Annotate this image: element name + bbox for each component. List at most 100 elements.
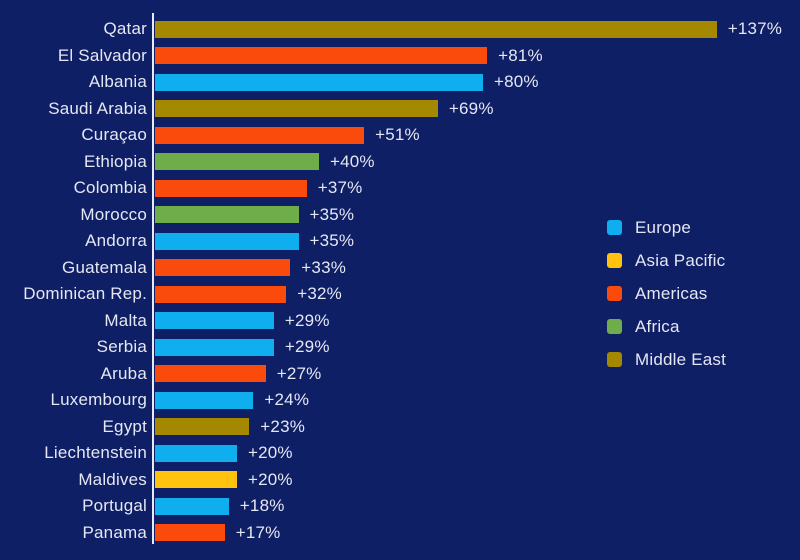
category-label: Colombia	[73, 178, 147, 198]
bar-asia_pacific	[155, 471, 237, 489]
category-label: Morocco	[80, 204, 147, 224]
legend-label: Europe	[635, 217, 692, 237]
value-label: +35%	[309, 231, 355, 251]
bar-area: +29%	[155, 337, 330, 357]
chart-row: Colombia +37%	[0, 175, 782, 202]
chart-row: Aruba +27%	[0, 361, 782, 388]
value-label: +51%	[375, 125, 420, 145]
chart-row: Portugal +18%	[0, 493, 782, 520]
bar-area: +32%	[155, 284, 342, 304]
category-label: Portugal	[82, 496, 147, 516]
value-label: +32%	[297, 284, 342, 304]
value-label: +20%	[248, 443, 293, 463]
category-label: Liechtenstein	[44, 443, 147, 463]
bar-europe	[155, 73, 483, 91]
bar-americas	[155, 126, 365, 144]
bar-area: +51%	[155, 125, 420, 145]
bar-area: +37%	[155, 178, 362, 198]
bar-area: +20%	[155, 470, 293, 490]
bar-area: +18%	[155, 496, 285, 516]
chart-row: Dominican Rep. +32%	[0, 281, 782, 308]
legend-label: Asia Pacific	[635, 250, 726, 270]
bar-area: +24%	[155, 390, 309, 410]
value-label: +137%	[727, 19, 783, 39]
legend-item-asia_pacific: Asia Pacific	[607, 244, 726, 277]
bar-area: +17%	[155, 523, 280, 543]
value-label: +40%	[330, 151, 375, 171]
legend-item-americas: Americas	[607, 277, 726, 310]
category-label: Panama	[82, 522, 147, 542]
chart-row: El Salvador +81%	[0, 43, 782, 70]
chart-row: Luxembourg +24%	[0, 387, 782, 414]
chart-row: Ethiopia +40%	[0, 149, 782, 176]
bar-area: +69%	[155, 99, 494, 119]
bar-europe	[155, 338, 274, 356]
bar-area: +81%	[155, 46, 543, 66]
value-label: +35%	[309, 204, 355, 224]
legend-item-middle_east: Middle East	[607, 343, 726, 376]
chart-row: Egypt +23%	[0, 414, 782, 441]
chart-row: Albania +80%	[0, 69, 782, 96]
legend-label: Middle East	[635, 349, 727, 369]
value-label: +27%	[276, 363, 322, 383]
bar-americas	[155, 259, 291, 277]
chart-row: Maldives +20%	[0, 467, 782, 494]
category-label: Qatar	[103, 19, 147, 39]
legend-label: Americas	[635, 283, 708, 303]
chart-row: Andorra +35%	[0, 228, 782, 255]
category-label: Maldives	[78, 469, 147, 489]
category-label: Aruba	[100, 363, 147, 383]
chart-row: Saudi Arabia +69%	[0, 96, 782, 123]
bar-europe	[155, 232, 299, 250]
bar-area: +137%	[155, 19, 782, 39]
bar-europe	[155, 444, 237, 462]
chart-row: Curaçao +51%	[0, 122, 782, 149]
bar-area: +80%	[155, 72, 539, 92]
category-label: Albania	[88, 72, 147, 92]
legend-label: Africa	[635, 316, 680, 336]
bar-africa	[155, 153, 319, 171]
value-label: +33%	[301, 257, 347, 277]
value-label: +20%	[248, 469, 293, 489]
category-label: Curaçao	[81, 125, 147, 145]
value-label: +29%	[284, 310, 330, 330]
category-label: Ethiopia	[83, 151, 147, 171]
category-label: El Salvador	[57, 45, 147, 65]
value-label: +18%	[239, 496, 285, 516]
bar-chart: Qatar +137% El Salvador +81% Albania +80% Saud…	[0, 16, 782, 546]
category-label: Guatemala	[62, 257, 147, 277]
legend-item-africa: Africa	[607, 310, 726, 343]
category-label: Andorra	[85, 231, 147, 251]
bar-americas	[155, 47, 488, 65]
bar-area: +40%	[155, 152, 375, 172]
bar-area: +33%	[155, 258, 346, 278]
bar-europe	[155, 312, 274, 330]
bar-area: +29%	[155, 311, 330, 331]
bar-middle_east	[155, 20, 717, 38]
category-label: Egypt	[102, 416, 147, 436]
bar-rows: Qatar +137% El Salvador +81% Albania +80% Saud…	[0, 16, 782, 546]
category-label: Saudi Arabia	[48, 98, 147, 118]
value-label: +23%	[260, 416, 306, 436]
chart-row: Malta +29%	[0, 308, 782, 335]
legend: Europe Asia Pacific Americas Africa Middle E…	[607, 211, 726, 376]
bar-americas	[155, 285, 287, 303]
legend-item-europe: Europe	[607, 211, 726, 244]
category-label: Serbia	[96, 337, 147, 357]
legend-swatch-middle_east	[607, 352, 622, 367]
legend-swatch-americas	[607, 286, 622, 301]
value-label: +80%	[494, 72, 539, 92]
bar-area: +27%	[155, 364, 321, 384]
legend-swatch-asia_pacific	[607, 253, 622, 268]
category-label: Malta	[104, 310, 147, 330]
value-label: +29%	[284, 337, 330, 357]
bar-area: +23%	[155, 417, 305, 437]
chart-row: Guatemala +33%	[0, 255, 782, 282]
chart-row: Liechtenstein +20%	[0, 440, 782, 467]
legend-swatch-europe	[607, 220, 622, 235]
value-label: +17%	[235, 522, 281, 542]
value-label: +69%	[448, 98, 494, 118]
bar-americas	[155, 179, 307, 197]
bar-africa	[155, 206, 299, 224]
chart-row: Panama +17%	[0, 520, 782, 547]
